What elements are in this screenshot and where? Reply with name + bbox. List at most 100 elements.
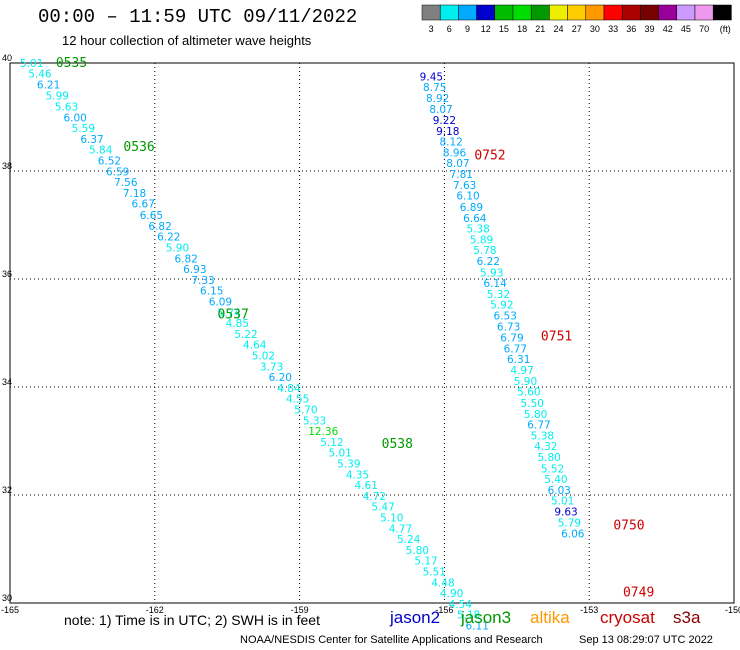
swh-value-jason3: 5.70 (294, 404, 317, 416)
pass-time-label: 0749 (623, 586, 654, 601)
chart-title: 00:00 – 11:59 UTC 09/11/2022 (38, 6, 358, 28)
swh-value-jason3: 4.85 (226, 318, 249, 330)
colorbar-label: 30 (590, 24, 600, 34)
pass-time-label: 0752 (474, 149, 505, 164)
swh-value-cryosat: 5.80 (524, 409, 547, 421)
swh-value-cryosat: 7.81 (450, 169, 473, 181)
colorbar-label: 6 (447, 24, 452, 34)
y-tick-label: 36 (2, 269, 12, 279)
colorbar-swatch (567, 4, 587, 21)
swh-value-cryosat: 5.01 (551, 496, 574, 508)
swh-value-jason3: 7.56 (114, 177, 138, 189)
x-tick-label: -165 (1, 605, 19, 615)
swh-value-cryosat: 6.73 (497, 321, 520, 333)
y-tick-label: 30 (2, 593, 12, 603)
swh-value-jason3: 5.90 (166, 242, 189, 254)
swh-value-jason3: 5.51 (423, 566, 446, 578)
legend-cryosat: cryosat (600, 608, 655, 627)
colorbar-swatch (640, 4, 659, 21)
swh-value-jason3: 5.33 (303, 415, 326, 427)
swh-value-jason3: 4.72 (363, 491, 386, 503)
swh-value-cryosat: 9.22 (433, 115, 456, 127)
colorbar-swatch (421, 4, 441, 21)
swh-value-jason3: 5.63 (55, 102, 78, 114)
colorbar-label: 36 (626, 24, 636, 34)
swh-value-jason3: 4.54 (449, 599, 473, 611)
swh-value-jason3: 5.24 (397, 534, 421, 546)
swh-value-cryosat: 5.38 (466, 224, 489, 236)
swh-value-cryosat: 6.77 (527, 420, 550, 432)
swh-value-cryosat: 5.78 (473, 245, 496, 257)
colorbar-label: 12 (481, 24, 491, 34)
swh-value-jason3: 7.33 (191, 275, 214, 287)
colorbar-label: 70 (699, 24, 709, 34)
chart-subtitle: 12 hour collection of altimeter wave hei… (62, 33, 312, 48)
colorbar-swatch (458, 4, 477, 21)
swh-value-jason3: 4.64 (243, 340, 267, 352)
swh-value-jason3: 6.52 (98, 156, 121, 168)
swh-value-jason3: 4.48 (431, 577, 454, 589)
legend-jason2: jason2 (390, 608, 441, 627)
swh-value-jason3: 5.01 (328, 448, 351, 460)
swh-value-jason3: 6.59 (106, 166, 129, 178)
colorbar-label: 27 (572, 24, 582, 34)
swh-value-cryosat: 6.53 (494, 311, 517, 323)
swh-value-jason3: 5.02 (252, 350, 275, 362)
colorbar-swatch (658, 4, 678, 21)
colorbar-swatch (439, 4, 459, 21)
swh-value-jason3: 6.93 (183, 264, 206, 276)
swh-value-jason3: 5.18 (457, 610, 480, 622)
swh-value-cryosat: 6.10 (456, 191, 479, 203)
y-tick-label: 38 (2, 161, 12, 171)
swh-value-jason3: 6.00 (63, 112, 86, 124)
swh-value-cryosat: 6.22 (477, 256, 500, 268)
swh-value-jason3: 5.10 (380, 512, 403, 524)
x-tick-label: -150 (725, 605, 740, 615)
swh-value-jason3: 4.61 (355, 480, 378, 492)
swh-value-jason3: 5.12 (320, 437, 343, 449)
swh-value-jason3: 5.17 (414, 556, 437, 568)
colorbar-swatch (585, 4, 605, 21)
swh-value-jason3: 4.35 (346, 469, 369, 481)
swh-value-jason3: 5.39 (337, 458, 360, 470)
swh-value-cryosat: 5.93 (480, 267, 503, 279)
colorbar-label: 33 (608, 24, 618, 34)
swh-value-jason3: 5.47 (371, 502, 394, 514)
swh-value-cryosat: 6.31 (507, 354, 530, 366)
swh-value-jason3: 5.99 (46, 91, 69, 103)
colorbar-swatch (476, 4, 496, 21)
swh-value-cryosat: 8.12 (439, 137, 462, 149)
swh-value-cryosat: 8.07 (429, 104, 452, 116)
swh-value-jason3: 3.73 (260, 361, 283, 373)
colorbar-label: 9 (465, 24, 470, 34)
swh-value-cryosat: 5.90 (514, 376, 537, 388)
swh-value-jason3: 5.59 (72, 123, 95, 135)
colorbar-swatch (694, 4, 714, 21)
swh-value-jason3: 4.90 (440, 588, 463, 600)
pass-time-label: 0536 (123, 140, 154, 155)
swh-value-jason3: 4.55 (286, 394, 309, 406)
footer-credit: NOAA/NESDIS Center for Satellite Applica… (240, 634, 543, 646)
swh-value-cryosat: 7.63 (453, 180, 476, 192)
colorbar-label: 21 (535, 24, 545, 34)
swh-value-jason3: 6.67 (132, 199, 155, 211)
swh-value-jason3: 5.84 (89, 145, 113, 157)
swh-value-cryosat: 6.89 (460, 202, 483, 214)
colorbar-label: 45 (681, 24, 691, 34)
swh-value-cryosat: 5.40 (544, 474, 567, 486)
swh-value-jason3: 6.09 (209, 296, 232, 308)
colorbar-swatch (549, 4, 568, 21)
swh-value-cryosat: 9.63 (554, 507, 577, 519)
pass-time-label: 0751 (541, 330, 572, 345)
swh-value-jason3: 6.82 (174, 253, 197, 265)
swh-value-jason3: 6.65 (140, 210, 163, 222)
swh-value-cryosat: 5.80 (537, 452, 560, 464)
footer-generated-time: Sep 13 08:29:07 UTC 2022 (579, 634, 713, 646)
x-tick-label: -156 (435, 605, 453, 615)
legend-jason3: jason3 (461, 608, 512, 627)
swh-value-cryosat: 6.14 (483, 278, 507, 290)
colorbar-swatch (621, 4, 641, 21)
swh-value-cryosat: 5.52 (541, 463, 564, 475)
swh-value-jason3: 6.21 (37, 79, 60, 91)
